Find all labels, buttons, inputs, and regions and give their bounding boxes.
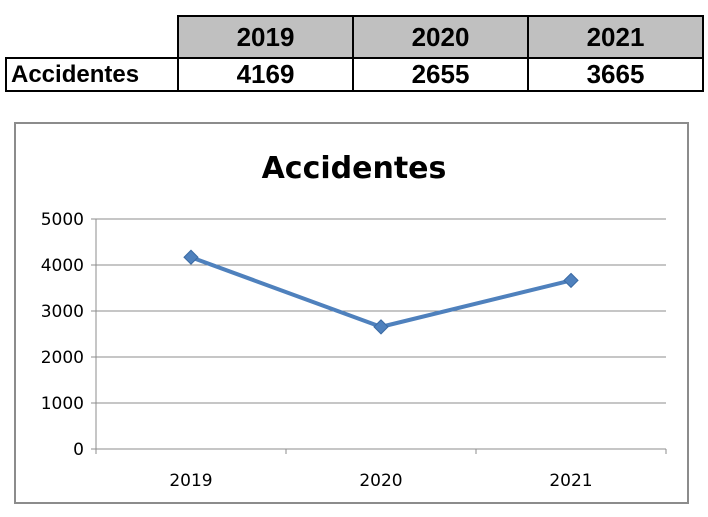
y-tick-label: 3000 [41, 302, 84, 322]
table-cell-value: 3665 [527, 57, 704, 92]
x-tick-label: 2021 [549, 471, 592, 491]
line-chart: Accidentes 0 1000 2000 3000 4000 5000 2019 2020… [14, 122, 689, 504]
y-tick-label: 1000 [41, 394, 84, 414]
chart-svg: Accidentes 0 1000 2000 3000 4000 5000 2019 2020… [41, 151, 667, 491]
table-header-year: 2020 [352, 15, 529, 59]
series-line [190, 255, 572, 329]
table-corner-cell [6, 16, 178, 58]
y-tick-label: 4000 [41, 256, 84, 276]
table-header-year: 2021 [527, 15, 704, 59]
data-point [373, 319, 389, 335]
table-row: Accidentes 4169 2655 3665 [5, 57, 704, 92]
data-point [563, 272, 579, 289]
y-tick-label: 0 [73, 440, 84, 460]
table-header-year: 2019 [177, 15, 354, 59]
x-tick-label: 2020 [359, 471, 402, 491]
y-tick-label: 5000 [41, 210, 84, 230]
chart-title: Accidentes [262, 151, 447, 186]
table-cell-value: 4169 [177, 57, 354, 92]
table-cell-value: 2655 [352, 57, 529, 92]
table-row-label: Accidentes [5, 57, 179, 92]
data-table: 2019 2020 2021 Accidentes 4169 2655 3665 [5, 15, 704, 92]
data-point [183, 249, 199, 265]
x-tick-label: 2019 [169, 471, 212, 491]
table-header-row: 2019 2020 2021 [6, 15, 704, 59]
y-tick-label: 2000 [41, 348, 84, 368]
